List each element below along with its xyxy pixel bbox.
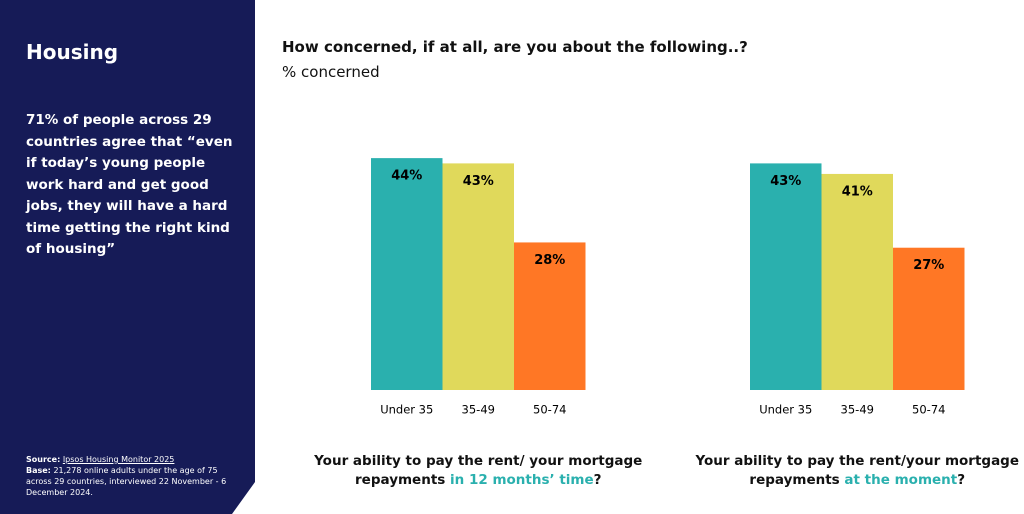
bar [893,247,965,390]
source-label: Source: [26,455,61,464]
caption-text: Your ability to pay the rent/your mortga… [695,453,1020,488]
value-label: 43% [463,174,494,189]
value-label: 44% [391,169,422,184]
subtitle: % concerned [282,63,380,81]
source: Ipsos Housing Monitor 2025 [62,455,175,464]
bar [750,163,822,390]
x-tick-label: Under 35 [380,403,433,417]
bar [514,242,586,390]
base-label: Base: [26,466,51,475]
x-tick-label: 35-49 [841,403,874,417]
bar [371,158,443,390]
value-label: 43% [770,174,801,189]
value-label: 28% [534,253,565,268]
sidebar-title: Housing [26,40,119,64]
caption-end: ? [957,472,966,488]
base: 21,278 online adults under the age of 75… [26,466,227,497]
bar [442,163,514,390]
x-tick-label: 35-49 [462,403,495,417]
x-tick-label: Under 35 [759,403,812,417]
statement: 71% of people across 29 countries agree … [26,112,233,257]
caption: Your ability to pay the rent/ your mortg… [313,452,643,490]
caption-end: ? [593,472,602,488]
value-label: 41% [842,184,873,199]
caption-highlight: at the moment [844,472,958,488]
caption-highlight: in 12 months’ time [450,472,594,488]
x-tick-label: 50-74 [533,403,566,417]
caption-text: Your ability to pay the rent/ your mortg… [314,453,643,488]
value-label: 27% [913,258,944,273]
x-tick-label: 50-74 [912,403,945,417]
sidebar: Housing 71% of people across 29 countrie… [0,0,255,514]
bar [821,173,893,390]
question: How concerned, if at all, are you about … [282,38,748,56]
footnote: Source: Ipsos Housing Monitor 2025 Base:… [26,454,241,498]
caption: Your ability to pay the rent/your mortga… [692,452,1022,490]
